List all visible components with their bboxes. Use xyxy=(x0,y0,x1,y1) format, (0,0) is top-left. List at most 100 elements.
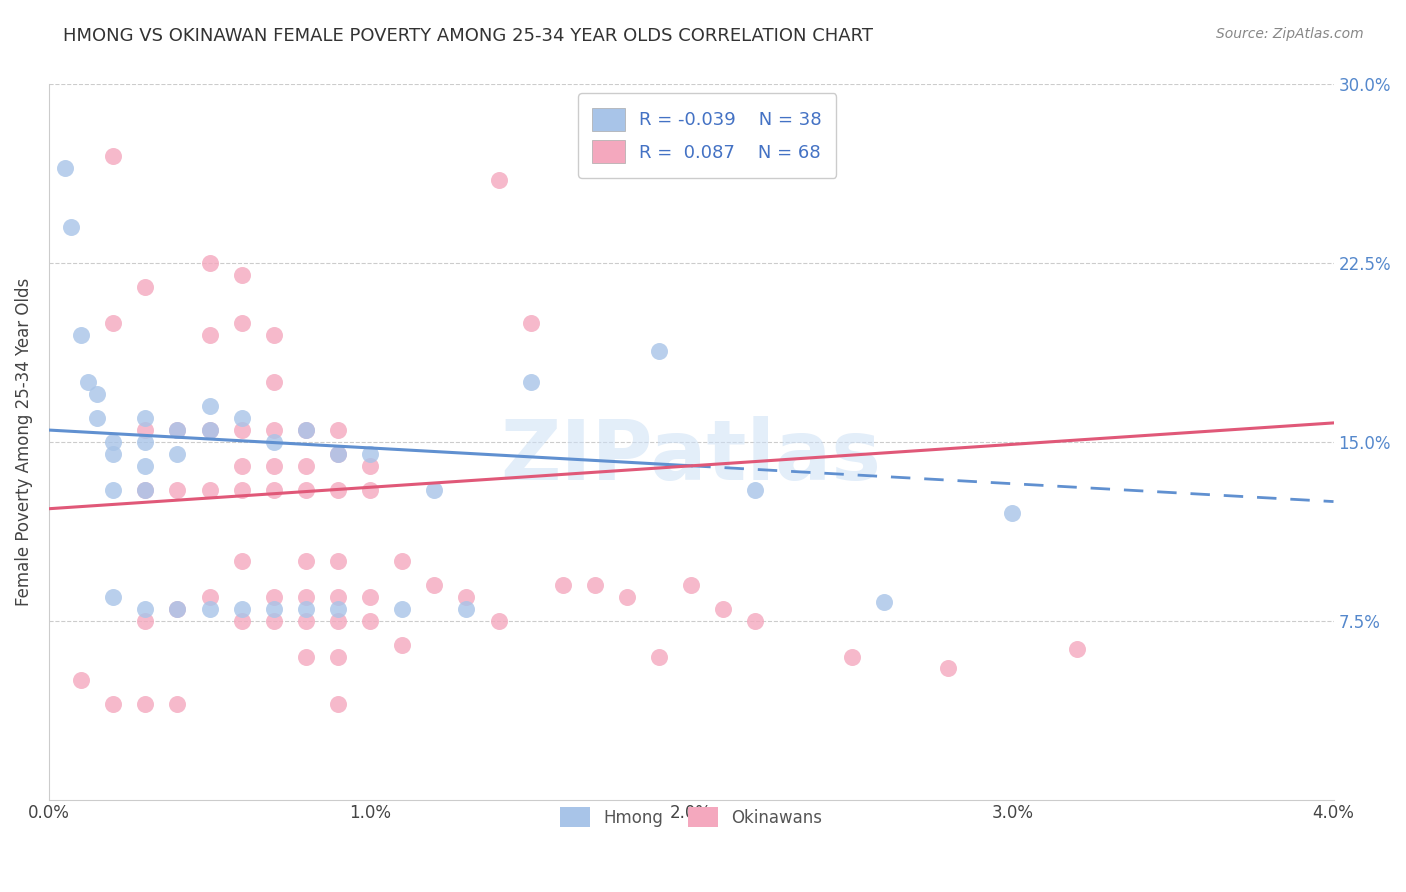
Point xyxy=(231,614,253,628)
Point xyxy=(134,483,156,497)
Point xyxy=(231,411,253,425)
Point xyxy=(198,256,221,270)
Point xyxy=(326,447,349,461)
Point xyxy=(648,649,671,664)
Point xyxy=(103,434,125,449)
Point xyxy=(423,483,446,497)
Point xyxy=(166,423,188,437)
Point xyxy=(456,602,478,616)
Point xyxy=(231,316,253,330)
Point xyxy=(263,483,285,497)
Point xyxy=(198,423,221,437)
Text: Source: ZipAtlas.com: Source: ZipAtlas.com xyxy=(1216,27,1364,41)
Text: ZIPatlas: ZIPatlas xyxy=(501,416,882,497)
Point xyxy=(134,434,156,449)
Point xyxy=(263,602,285,616)
Point xyxy=(134,423,156,437)
Point xyxy=(488,614,510,628)
Point xyxy=(488,173,510,187)
Point xyxy=(103,149,125,163)
Point xyxy=(936,661,959,675)
Point xyxy=(198,423,221,437)
Point xyxy=(53,161,76,175)
Point xyxy=(166,602,188,616)
Point xyxy=(681,578,703,592)
Point xyxy=(134,280,156,294)
Point xyxy=(231,602,253,616)
Point xyxy=(103,447,125,461)
Point xyxy=(198,327,221,342)
Point xyxy=(263,376,285,390)
Point xyxy=(326,447,349,461)
Point xyxy=(263,423,285,437)
Point xyxy=(263,614,285,628)
Point xyxy=(519,376,541,390)
Point xyxy=(86,387,108,401)
Point xyxy=(295,649,318,664)
Point xyxy=(326,602,349,616)
Point xyxy=(198,483,221,497)
Point xyxy=(198,590,221,604)
Point xyxy=(198,602,221,616)
Point xyxy=(60,220,83,235)
Text: HMONG VS OKINAWAN FEMALE POVERTY AMONG 25-34 YEAR OLDS CORRELATION CHART: HMONG VS OKINAWAN FEMALE POVERTY AMONG 2… xyxy=(63,27,873,45)
Point xyxy=(295,602,318,616)
Point xyxy=(359,614,381,628)
Point xyxy=(295,423,318,437)
Point xyxy=(70,673,93,688)
Point xyxy=(1066,642,1088,657)
Point xyxy=(326,423,349,437)
Point xyxy=(166,423,188,437)
Point xyxy=(391,554,413,568)
Point xyxy=(1001,507,1024,521)
Point xyxy=(263,458,285,473)
Point xyxy=(295,423,318,437)
Point xyxy=(326,554,349,568)
Point xyxy=(648,344,671,359)
Point xyxy=(744,483,766,497)
Point xyxy=(76,376,98,390)
Point xyxy=(551,578,574,592)
Y-axis label: Female Poverty Among 25-34 Year Olds: Female Poverty Among 25-34 Year Olds xyxy=(15,277,32,606)
Point xyxy=(359,447,381,461)
Point xyxy=(359,590,381,604)
Point xyxy=(198,399,221,413)
Point xyxy=(359,483,381,497)
Point xyxy=(583,578,606,592)
Point xyxy=(326,697,349,711)
Point xyxy=(134,411,156,425)
Point xyxy=(295,554,318,568)
Point xyxy=(423,578,446,592)
Point xyxy=(711,602,734,616)
Point xyxy=(134,458,156,473)
Point xyxy=(231,458,253,473)
Point xyxy=(841,649,863,664)
Point xyxy=(166,483,188,497)
Point xyxy=(359,458,381,473)
Point xyxy=(231,268,253,282)
Point xyxy=(295,590,318,604)
Point xyxy=(519,316,541,330)
Point xyxy=(103,590,125,604)
Point xyxy=(134,614,156,628)
Point xyxy=(231,483,253,497)
Point xyxy=(326,483,349,497)
Point xyxy=(166,697,188,711)
Point xyxy=(326,590,349,604)
Point xyxy=(166,602,188,616)
Point xyxy=(134,483,156,497)
Point xyxy=(616,590,638,604)
Point xyxy=(166,447,188,461)
Point xyxy=(295,458,318,473)
Point xyxy=(103,483,125,497)
Point xyxy=(231,554,253,568)
Point xyxy=(103,697,125,711)
Point xyxy=(134,697,156,711)
Point xyxy=(263,590,285,604)
Point xyxy=(263,434,285,449)
Point xyxy=(263,327,285,342)
Point xyxy=(744,614,766,628)
Point xyxy=(456,590,478,604)
Point xyxy=(391,638,413,652)
Point xyxy=(326,614,349,628)
